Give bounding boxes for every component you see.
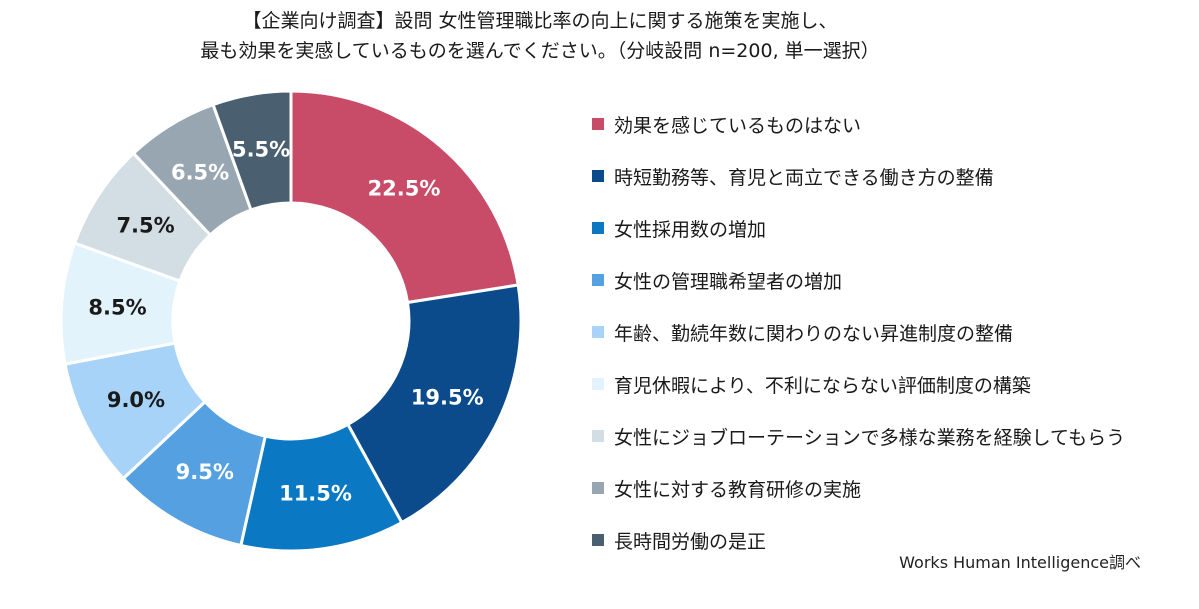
legend-swatch: [592, 482, 604, 494]
legend-swatch: [592, 430, 604, 442]
legend-item: 女性の管理職希望者の増加: [592, 254, 1125, 306]
legend-swatch: [592, 274, 604, 286]
slice-data-label: 11.5%: [279, 481, 352, 505]
legend-swatch: [592, 222, 604, 234]
legend-item: 年齢、勤続年数に関わりのない昇進制度の整備: [592, 306, 1125, 358]
legend-item: 女性採用数の増加: [592, 202, 1125, 254]
legend-label: 女性の管理職希望者の増加: [614, 270, 843, 293]
legend-label: 年齢、勤続年数に関わりのない昇進制度の整備: [614, 322, 1014, 345]
legend-item: 長時間労働の是正: [592, 514, 1125, 566]
legend-label: 女性に対する教育研修の実施: [614, 478, 862, 501]
legend-label: 長時間労働の是正: [614, 530, 767, 553]
legend-item: 女性に対する教育研修の実施: [592, 462, 1125, 514]
legend-swatch: [592, 378, 604, 390]
chart-title-line-1: 【企業向け調査】設問 女性管理職比率の向上に関する施策を実施し、: [242, 10, 838, 32]
legend-swatch: [592, 170, 604, 182]
legend-label: 育児休暇により、不利にならない評価制度の構築: [614, 374, 1031, 397]
chart-title-line-2: 最も効果を実感しているものを選んでください。（分岐設問 n=200, 単一選択）: [200, 40, 880, 62]
source-note: Works Human Intelligence調べ: [899, 553, 1141, 572]
legend-item: 時短勤務等、育児と両立できる働き方の整備: [592, 150, 1125, 202]
legend-item: 育児休暇により、不利にならない評価制度の構築: [592, 358, 1125, 410]
slice-data-label: 9.5%: [176, 460, 234, 484]
slice-data-label: 5.5%: [232, 138, 290, 162]
slice-data-label: 8.5%: [88, 295, 146, 319]
donut-slice: [289, 89, 520, 305]
chart-legend: 効果を感じているものはない時短勤務等、育児と両立できる働き方の整備 女性採用数の増…: [592, 98, 1125, 566]
legend-swatch: [592, 118, 604, 130]
donut-slice: [211, 89, 293, 212]
slice-data-label: 9.0%: [107, 388, 165, 412]
slice-data-label: 19.5%: [411, 386, 484, 410]
chart-title: 【企業向け調査】設問 女性管理職比率の向上に関する施策を実施し、 最も効果を実感…: [0, 6, 1080, 66]
slice-data-label: 22.5%: [368, 177, 441, 201]
legend-item: 効果を感じているものはない: [592, 98, 1125, 150]
slice-data-label: 7.5%: [116, 213, 174, 237]
legend-item: 女性にジョブローテーションで多様な業務を経験してもらう: [592, 410, 1125, 462]
legend-swatch: [592, 534, 604, 546]
legend-label: 時短勤務等、育児と両立できる働き方の整備: [614, 166, 994, 189]
slice-data-label: 6.5%: [171, 161, 229, 185]
donut-chart: 22.5% 19.5% 11.5% 9.5% 9.0% 8.5% 7.5% 6.5%5.5%: [59, 89, 523, 553]
donut-slice: [345, 283, 523, 525]
legend-label: 女性にジョブローテーションで多様な業務を経験してもらう: [614, 426, 1126, 449]
legend-swatch: [592, 326, 604, 338]
legend-label: 効果を感じているものはない: [614, 114, 862, 137]
legend-label: 女性採用数の増加: [614, 218, 767, 241]
